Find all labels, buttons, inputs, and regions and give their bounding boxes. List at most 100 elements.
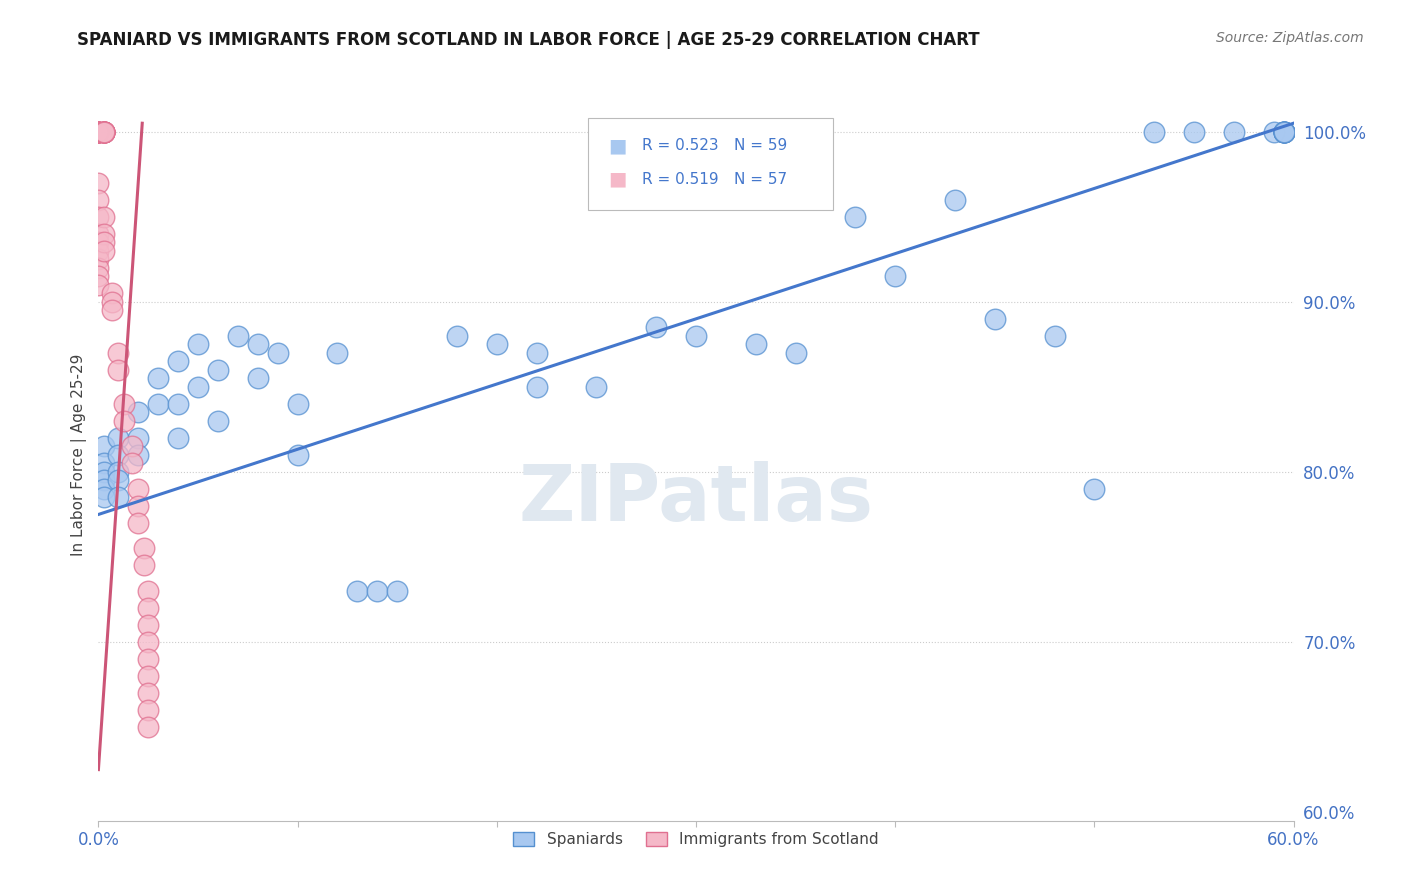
Point	[1182, 125, 1205, 139]
Point	[101, 303, 124, 318]
Point	[112, 414, 135, 428]
Point	[121, 439, 143, 453]
Point	[585, 380, 607, 394]
Point	[246, 371, 269, 385]
Point	[87, 125, 110, 139]
Point	[366, 584, 388, 599]
Point	[1043, 329, 1066, 343]
Point	[136, 635, 159, 649]
Text: R = 0.519: R = 0.519	[643, 171, 718, 186]
Point	[93, 125, 115, 139]
Point	[87, 193, 110, 207]
Point	[1272, 125, 1295, 139]
Point	[87, 235, 110, 250]
Point	[136, 618, 159, 632]
Point	[884, 269, 907, 284]
Point	[107, 363, 129, 377]
Point	[485, 337, 508, 351]
Point	[87, 252, 110, 267]
Point	[87, 125, 110, 139]
Point	[127, 482, 149, 496]
Text: R = 0.523: R = 0.523	[643, 138, 718, 153]
Point	[267, 346, 290, 360]
Point	[127, 516, 149, 530]
Point	[107, 474, 129, 488]
Point	[167, 431, 190, 445]
Point	[93, 125, 115, 139]
Point	[136, 669, 159, 683]
Point	[148, 397, 170, 411]
Legend: Spaniards, Immigrants from Scotland: Spaniards, Immigrants from Scotland	[508, 825, 884, 854]
Point	[148, 371, 170, 385]
Point	[121, 457, 143, 471]
Point	[127, 448, 149, 462]
Point	[112, 397, 135, 411]
Point	[87, 125, 110, 139]
Point	[93, 125, 115, 139]
Point	[943, 193, 966, 207]
Point	[346, 584, 368, 599]
Point	[107, 448, 129, 462]
Point	[93, 125, 115, 139]
Point	[87, 244, 110, 258]
Point	[107, 346, 129, 360]
Point	[93, 482, 115, 496]
Point	[187, 380, 209, 394]
Point	[93, 125, 115, 139]
Point	[1223, 125, 1246, 139]
Text: ■: ■	[609, 169, 627, 189]
Point	[844, 210, 866, 224]
Point	[526, 380, 548, 394]
Point	[326, 346, 349, 360]
Point	[167, 354, 190, 368]
Point	[93, 125, 115, 139]
Point	[1143, 125, 1166, 139]
Point	[87, 210, 110, 224]
Point	[107, 431, 129, 445]
Point	[785, 346, 807, 360]
Point	[87, 269, 110, 284]
Point	[207, 363, 229, 377]
Point	[93, 474, 115, 488]
Point	[87, 277, 110, 292]
Point	[984, 311, 1007, 326]
Point	[93, 244, 115, 258]
Point	[1272, 125, 1295, 139]
Point	[134, 541, 156, 556]
Point	[136, 720, 159, 734]
Point	[526, 346, 548, 360]
Point	[246, 337, 269, 351]
Point	[93, 439, 115, 453]
Point	[1272, 125, 1295, 139]
Point	[93, 125, 115, 139]
Point	[87, 125, 110, 139]
Point	[87, 125, 110, 139]
Point	[226, 329, 249, 343]
Point	[87, 176, 110, 190]
Point	[136, 584, 159, 599]
Point	[101, 286, 124, 301]
Point	[93, 235, 115, 250]
Point	[136, 703, 159, 717]
Point	[745, 337, 768, 351]
Point	[93, 210, 115, 224]
Point	[127, 431, 149, 445]
Point	[1272, 125, 1295, 139]
Point	[87, 125, 110, 139]
Point	[136, 601, 159, 615]
Point	[107, 491, 129, 505]
Point	[93, 125, 115, 139]
Point	[93, 465, 115, 479]
Point	[87, 125, 110, 139]
Text: N = 59: N = 59	[734, 138, 787, 153]
Point	[87, 125, 110, 139]
Point	[207, 414, 229, 428]
Point	[645, 320, 668, 334]
Point	[1263, 125, 1285, 139]
Point	[1272, 125, 1295, 139]
Point	[93, 125, 115, 139]
Point	[385, 584, 409, 599]
Text: ■: ■	[609, 136, 627, 155]
Point	[446, 329, 468, 343]
Point	[287, 397, 309, 411]
